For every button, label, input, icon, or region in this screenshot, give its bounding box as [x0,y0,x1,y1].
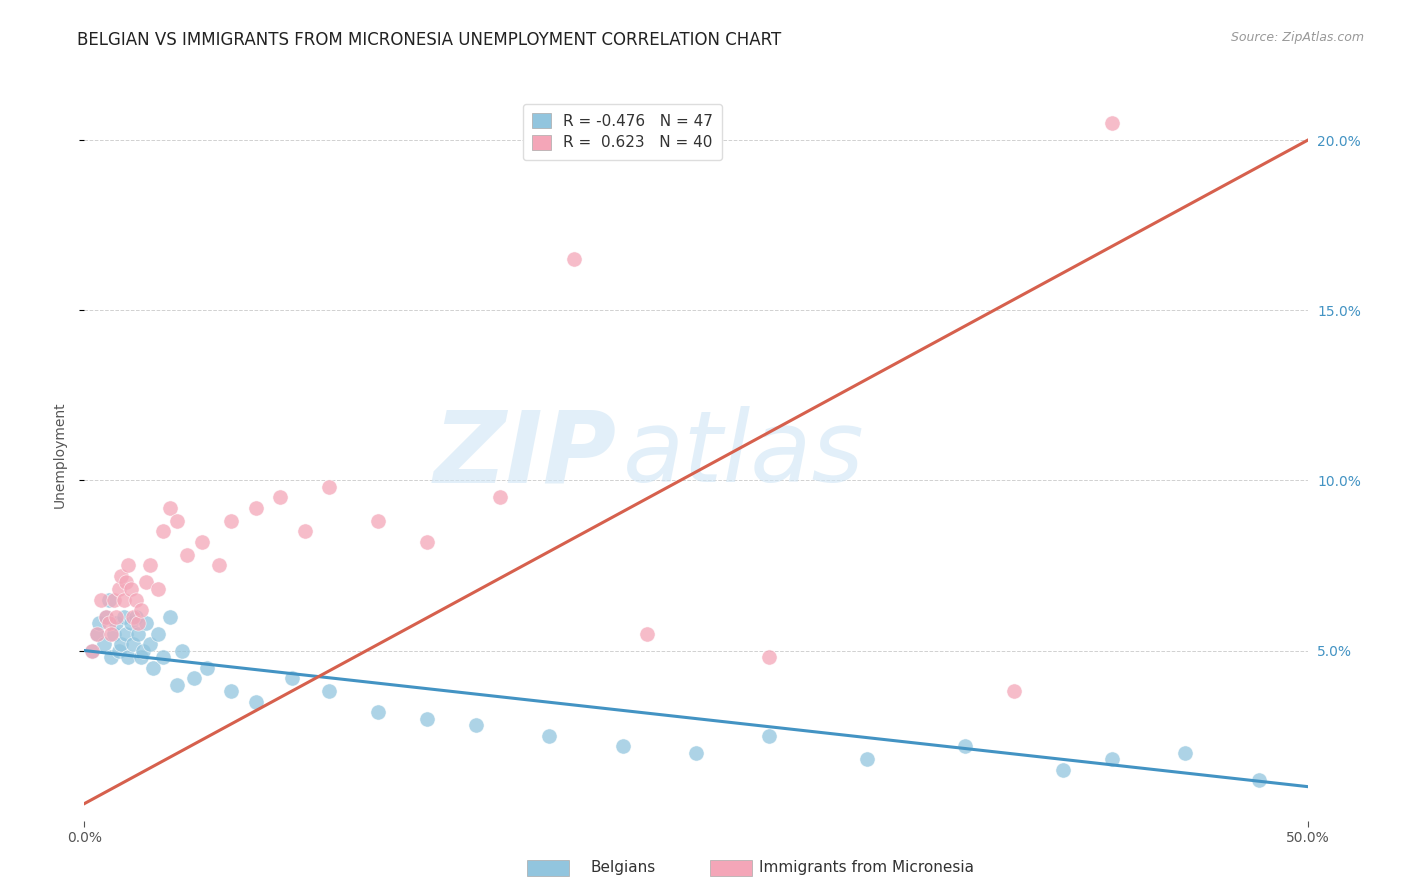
Point [1101,752,1123,766]
Point [489,491,512,505]
Point [1002,684,1025,698]
Point [318,684,340,698]
Point [96,609,118,624]
Point [367,705,389,719]
Point [105,616,128,631]
Point [612,739,634,753]
Point [110,637,132,651]
Point [464,718,486,732]
Text: BELGIAN VS IMMIGRANTS FROM MICRONESIA UNEMPLOYMENT CORRELATION CHART: BELGIAN VS IMMIGRANTS FROM MICRONESIA UN… [77,31,782,49]
Point [97,592,120,607]
Point [115,626,138,640]
Text: ZIP: ZIP [433,407,616,503]
Point [856,752,879,766]
Point [112,609,135,624]
Point [103,592,125,607]
Point [318,480,340,494]
Text: Belgians: Belgians [591,860,655,874]
Point [562,252,585,267]
Point [146,582,169,597]
Point [152,650,174,665]
Text: atlas: atlas [623,407,865,503]
Point [195,660,218,674]
Point [125,609,148,624]
Point [176,549,198,563]
Point [110,568,132,582]
Point [127,616,149,631]
Point [367,514,389,528]
Point [1101,116,1123,130]
Point [166,514,188,528]
Point [135,616,157,631]
Point [269,491,291,505]
Point [142,660,165,674]
Point [172,643,194,657]
Point [107,643,129,657]
Point [1247,772,1270,787]
Point [636,626,658,640]
Point [97,616,120,631]
Point [191,534,214,549]
Point [159,500,181,515]
Point [86,626,108,640]
Point [281,671,304,685]
Point [80,643,103,657]
Point [122,637,145,651]
Text: Immigrants from Micronesia: Immigrants from Micronesia [759,860,974,874]
Point [416,712,439,726]
Y-axis label: Unemployment: Unemployment [52,401,66,508]
Point [129,650,152,665]
Text: Source: ZipAtlas.com: Source: ZipAtlas.com [1230,31,1364,45]
Point [87,616,110,631]
Point [538,729,561,743]
Point [245,500,267,515]
Point [100,626,122,640]
Point [758,650,780,665]
Point [127,626,149,640]
Point [294,524,316,539]
Point [112,592,135,607]
Point [105,609,128,624]
Point [758,729,780,743]
Point [80,643,103,657]
Point [139,637,162,651]
Point [139,558,162,573]
Point [219,514,242,528]
Point [96,609,118,624]
Point [90,592,112,607]
Point [166,677,188,691]
Point [107,582,129,597]
Point [208,558,231,573]
Point [122,609,145,624]
Point [100,650,122,665]
Point [159,609,181,624]
Point [1052,763,1074,777]
Point [135,575,157,590]
Point [416,534,439,549]
Point [129,603,152,617]
Point [125,592,148,607]
Point [685,746,707,760]
Point [1174,746,1197,760]
Point [115,575,138,590]
Point [117,650,139,665]
Point [245,695,267,709]
Point [146,626,169,640]
Point [152,524,174,539]
Point [120,582,142,597]
Point [86,626,108,640]
Point [117,558,139,573]
Point [183,671,205,685]
Point [953,739,976,753]
Point [219,684,242,698]
Point [103,626,125,640]
Point [93,637,115,651]
Point [132,643,155,657]
Point [120,616,142,631]
Legend: R = -0.476   N = 47, R =  0.623   N = 40: R = -0.476 N = 47, R = 0.623 N = 40 [523,104,721,160]
